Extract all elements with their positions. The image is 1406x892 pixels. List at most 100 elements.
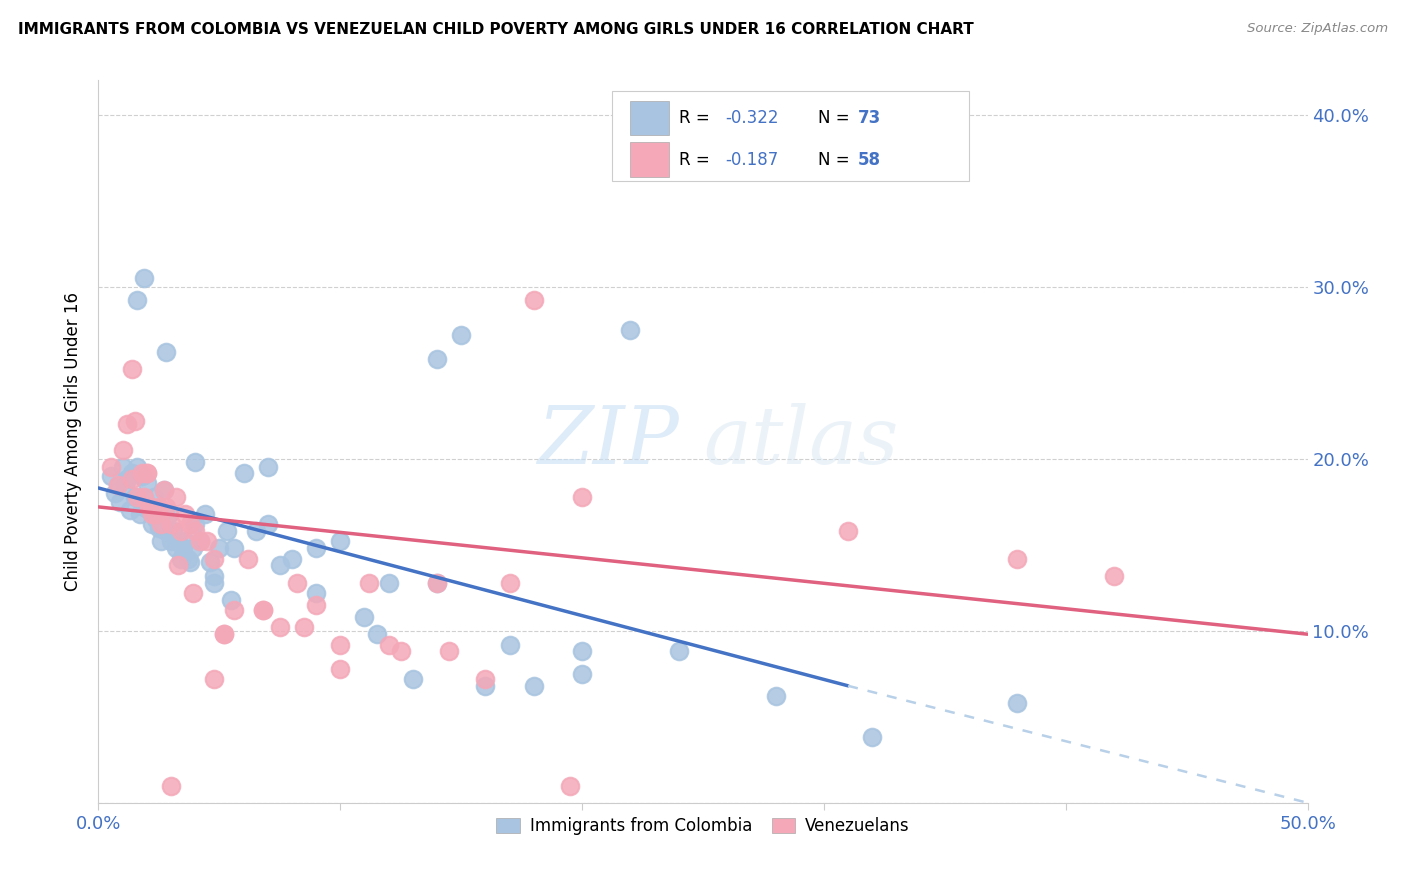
Point xyxy=(305,598,328,612)
Point xyxy=(212,627,235,641)
Point xyxy=(184,517,207,532)
Point xyxy=(121,362,143,376)
Point xyxy=(148,500,170,514)
Point xyxy=(765,689,787,703)
Point xyxy=(252,603,274,617)
Point xyxy=(100,460,122,475)
Point xyxy=(269,558,291,573)
Point xyxy=(117,472,139,486)
Point xyxy=(121,472,143,486)
Point xyxy=(138,503,160,517)
Point xyxy=(571,666,593,681)
Point xyxy=(523,679,546,693)
Point xyxy=(160,534,183,549)
FancyBboxPatch shape xyxy=(630,101,669,136)
Point xyxy=(134,490,156,504)
Point xyxy=(141,517,163,532)
Point xyxy=(150,517,173,532)
Point xyxy=(281,551,304,566)
Point xyxy=(127,490,149,504)
Point xyxy=(165,490,187,504)
Point xyxy=(143,490,166,504)
Point xyxy=(131,466,153,480)
Text: atlas: atlas xyxy=(703,403,898,480)
Point xyxy=(100,469,122,483)
Point xyxy=(668,644,690,658)
Point xyxy=(212,627,235,641)
Point xyxy=(377,638,399,652)
Point xyxy=(188,534,211,549)
Text: 73: 73 xyxy=(858,109,882,127)
Point xyxy=(329,638,352,652)
Point xyxy=(127,293,149,308)
FancyBboxPatch shape xyxy=(613,91,969,181)
Point xyxy=(141,507,163,521)
Point xyxy=(124,414,146,428)
Point xyxy=(167,558,190,573)
Point xyxy=(389,644,412,658)
Point xyxy=(194,507,217,521)
Point xyxy=(366,627,388,641)
Point xyxy=(204,575,226,590)
Point xyxy=(174,507,197,521)
Point xyxy=(1007,551,1029,566)
Point xyxy=(204,672,226,686)
Point xyxy=(305,586,328,600)
Point xyxy=(256,460,278,475)
Point xyxy=(138,500,160,514)
Point xyxy=(329,662,352,676)
Point xyxy=(181,541,204,556)
Point xyxy=(558,779,581,793)
Point xyxy=(377,575,399,590)
Point xyxy=(353,610,375,624)
Point xyxy=(359,575,381,590)
Point xyxy=(498,575,520,590)
Point xyxy=(124,490,146,504)
Point xyxy=(450,327,472,342)
Point xyxy=(215,524,238,538)
Point xyxy=(1007,696,1029,710)
Point xyxy=(232,466,254,480)
Point xyxy=(426,351,449,366)
Point xyxy=(117,417,139,432)
Point xyxy=(221,592,243,607)
Point xyxy=(204,551,226,566)
Point xyxy=(245,524,267,538)
Point xyxy=(292,620,315,634)
Y-axis label: Child Poverty Among Girls Under 16: Child Poverty Among Girls Under 16 xyxy=(65,292,83,591)
Point xyxy=(619,323,641,337)
Point xyxy=(177,551,200,566)
Text: N =: N = xyxy=(818,109,855,127)
Point xyxy=(169,524,191,538)
Point xyxy=(860,731,883,745)
Point xyxy=(571,490,593,504)
Point xyxy=(160,779,183,793)
Point xyxy=(155,500,177,514)
Point xyxy=(155,345,177,359)
Point xyxy=(305,541,328,556)
Point xyxy=(131,469,153,483)
Text: -0.187: -0.187 xyxy=(724,151,778,169)
Point xyxy=(269,620,291,634)
FancyBboxPatch shape xyxy=(630,142,669,177)
Point xyxy=(167,534,190,549)
Point xyxy=(837,524,859,538)
Point xyxy=(426,575,449,590)
Point xyxy=(195,534,218,549)
Point xyxy=(150,534,173,549)
Point xyxy=(571,644,593,658)
Legend: Immigrants from Colombia, Venezuelans: Immigrants from Colombia, Venezuelans xyxy=(489,810,917,841)
Point xyxy=(184,455,207,469)
Point xyxy=(437,644,460,658)
Point xyxy=(1102,568,1125,582)
Point xyxy=(135,466,157,480)
Point xyxy=(141,500,163,514)
Point xyxy=(111,443,134,458)
Point xyxy=(145,507,167,521)
Point xyxy=(134,271,156,285)
Point xyxy=(474,679,496,693)
Point xyxy=(222,603,245,617)
Point xyxy=(179,555,201,569)
Text: ZIP: ZIP xyxy=(537,403,679,480)
Point xyxy=(152,483,174,497)
